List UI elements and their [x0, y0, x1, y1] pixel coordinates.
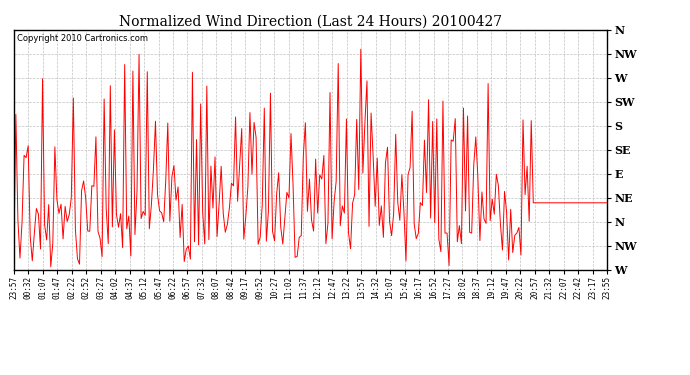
Title: Normalized Wind Direction (Last 24 Hours) 20100427: Normalized Wind Direction (Last 24 Hours…: [119, 15, 502, 29]
Text: Copyright 2010 Cartronics.com: Copyright 2010 Cartronics.com: [17, 34, 148, 43]
